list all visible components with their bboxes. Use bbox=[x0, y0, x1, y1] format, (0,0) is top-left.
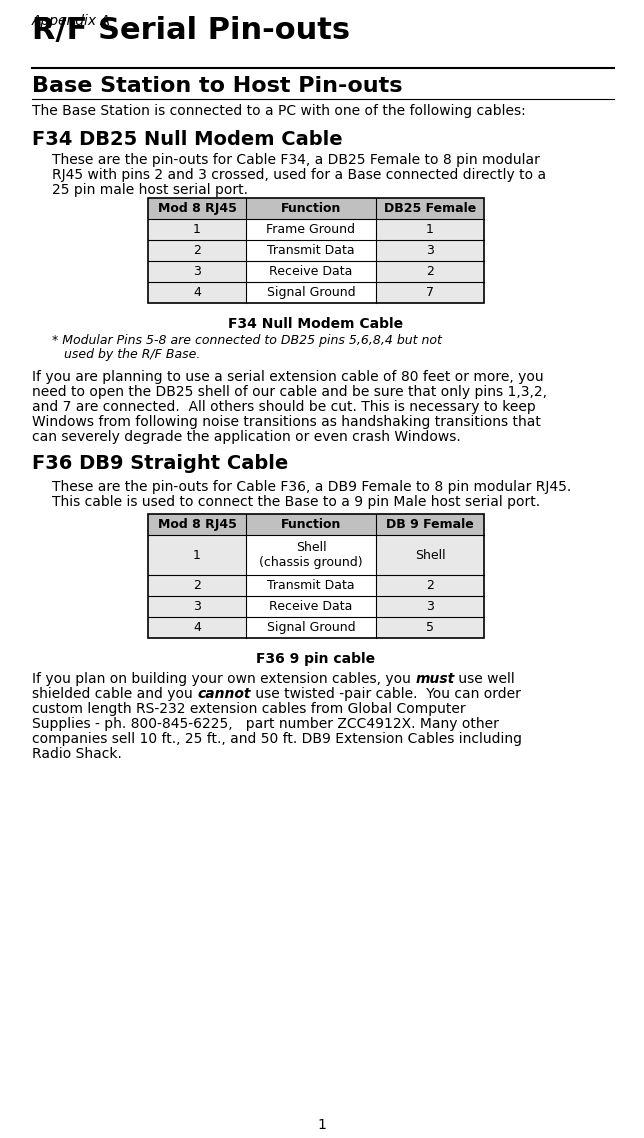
Bar bbox=[376, 535, 484, 575]
Text: need to open the DB25 shell of our cable and be sure that only pins 1,3,2,: need to open the DB25 shell of our cable… bbox=[32, 385, 547, 399]
Bar bbox=[148, 617, 246, 638]
Text: F34 Null Modem Cable: F34 Null Modem Cable bbox=[229, 318, 404, 331]
Text: If you plan on building your own extension cables, you: If you plan on building your own extensi… bbox=[32, 673, 415, 686]
Text: 4: 4 bbox=[193, 286, 201, 299]
Bar bbox=[246, 261, 376, 282]
Bar bbox=[148, 198, 484, 303]
Text: Transmit Data: Transmit Data bbox=[267, 244, 355, 257]
Text: 1: 1 bbox=[193, 223, 201, 236]
Bar bbox=[148, 218, 246, 240]
Bar bbox=[148, 282, 246, 303]
Text: shielded cable and you: shielded cable and you bbox=[32, 687, 197, 701]
Text: custom length RS-232 extension cables from Global Computer: custom length RS-232 extension cables fr… bbox=[32, 702, 466, 716]
Text: DB 9 Female: DB 9 Female bbox=[386, 518, 474, 531]
Text: Radio Shack.: Radio Shack. bbox=[32, 747, 122, 761]
Text: cannot: cannot bbox=[197, 687, 251, 701]
Bar bbox=[148, 575, 246, 596]
Text: and 7 are connected.  All others should be cut. This is necessary to keep: and 7 are connected. All others should b… bbox=[32, 399, 536, 414]
Text: F34 DB25 Null Modem Cable: F34 DB25 Null Modem Cable bbox=[32, 130, 343, 149]
Bar bbox=[376, 617, 484, 638]
Text: use twisted -pair cable.  You can order: use twisted -pair cable. You can order bbox=[251, 687, 520, 701]
Text: Windows from following noise transitions as handshaking transitions that: Windows from following noise transitions… bbox=[32, 415, 541, 429]
Text: 25 pin male host serial port.: 25 pin male host serial port. bbox=[52, 183, 248, 197]
Text: Function: Function bbox=[281, 518, 341, 531]
Bar bbox=[148, 240, 246, 261]
Bar bbox=[246, 575, 376, 596]
Text: 2: 2 bbox=[193, 244, 201, 257]
Bar bbox=[246, 617, 376, 638]
Text: Shell
(chassis ground): Shell (chassis ground) bbox=[259, 541, 363, 569]
Text: Base Station to Host Pin-outs: Base Station to Host Pin-outs bbox=[32, 76, 402, 96]
Text: Mod 8 RJ45: Mod 8 RJ45 bbox=[158, 518, 236, 531]
Bar bbox=[376, 282, 484, 303]
Text: 3: 3 bbox=[193, 600, 201, 613]
Bar bbox=[246, 240, 376, 261]
Bar bbox=[148, 198, 484, 218]
Text: * Modular Pins 5-8 are connected to DB25 pins 5,6,8,4 but not: * Modular Pins 5-8 are connected to DB25… bbox=[40, 333, 442, 347]
Text: These are the pin-outs for Cable F36, a DB9 Female to 8 pin modular RJ45.: These are the pin-outs for Cable F36, a … bbox=[52, 480, 571, 494]
Bar bbox=[148, 596, 246, 617]
Text: These are the pin-outs for Cable F34, a DB25 Female to 8 pin modular: These are the pin-outs for Cable F34, a … bbox=[52, 152, 540, 167]
Bar bbox=[376, 240, 484, 261]
Text: must: must bbox=[415, 673, 455, 686]
Text: 3: 3 bbox=[426, 244, 434, 257]
Text: Signal Ground: Signal Ground bbox=[267, 286, 355, 299]
Text: Supplies - ph. 800-845-6225,   part number ZCC4912X. Many other: Supplies - ph. 800-845-6225, part number… bbox=[32, 717, 499, 731]
Text: 1: 1 bbox=[317, 1118, 327, 1132]
Text: 3: 3 bbox=[193, 265, 201, 278]
Bar bbox=[148, 261, 246, 282]
Text: 1: 1 bbox=[426, 223, 434, 236]
Bar bbox=[246, 218, 376, 240]
Text: 2: 2 bbox=[426, 579, 434, 592]
Text: Signal Ground: Signal Ground bbox=[267, 621, 355, 634]
Bar bbox=[376, 261, 484, 282]
Bar bbox=[246, 596, 376, 617]
Bar bbox=[376, 596, 484, 617]
Text: companies sell 10 ft., 25 ft., and 50 ft. DB9 Extension Cables including: companies sell 10 ft., 25 ft., and 50 ft… bbox=[32, 732, 522, 747]
Text: Shell: Shell bbox=[415, 549, 445, 561]
Text: This cable is used to connect the Base to a 9 pin Male host serial port.: This cable is used to connect the Base t… bbox=[52, 495, 540, 509]
Bar bbox=[148, 514, 484, 535]
Bar bbox=[148, 535, 246, 575]
Text: F36 DB9 Straight Cable: F36 DB9 Straight Cable bbox=[32, 454, 289, 473]
Text: Appendix A: Appendix A bbox=[32, 14, 111, 28]
Text: used by the R/F Base.: used by the R/F Base. bbox=[40, 348, 200, 361]
Bar bbox=[246, 535, 376, 575]
Text: If you are planning to use a serial extension cable of 80 feet or more, you: If you are planning to use a serial exte… bbox=[32, 370, 544, 384]
Text: 4: 4 bbox=[193, 621, 201, 634]
Text: R/F Serial Pin-outs: R/F Serial Pin-outs bbox=[32, 16, 350, 46]
Bar bbox=[246, 282, 376, 303]
Text: RJ45 with pins 2 and 3 crossed, used for a Base connected directly to a: RJ45 with pins 2 and 3 crossed, used for… bbox=[52, 168, 546, 182]
Text: F36 9 pin cable: F36 9 pin cable bbox=[256, 652, 375, 666]
Text: Frame Ground: Frame Ground bbox=[267, 223, 355, 236]
Text: DB25 Female: DB25 Female bbox=[384, 203, 476, 215]
Text: 2: 2 bbox=[193, 579, 201, 592]
Text: Mod 8 RJ45: Mod 8 RJ45 bbox=[158, 203, 236, 215]
Text: 7: 7 bbox=[426, 286, 434, 299]
Text: 1: 1 bbox=[193, 549, 201, 561]
Text: 2: 2 bbox=[426, 265, 434, 278]
Text: can severely degrade the application or even crash Windows.: can severely degrade the application or … bbox=[32, 430, 460, 444]
Bar bbox=[376, 575, 484, 596]
Bar bbox=[376, 218, 484, 240]
Text: Receive Data: Receive Data bbox=[269, 600, 353, 613]
Text: The Base Station is connected to a PC with one of the following cables:: The Base Station is connected to a PC wi… bbox=[32, 104, 526, 118]
Bar bbox=[148, 514, 484, 638]
Text: 3: 3 bbox=[426, 600, 434, 613]
Text: 5: 5 bbox=[426, 621, 434, 634]
Text: use well: use well bbox=[455, 673, 515, 686]
Text: Function: Function bbox=[281, 203, 341, 215]
Text: Transmit Data: Transmit Data bbox=[267, 579, 355, 592]
Text: Receive Data: Receive Data bbox=[269, 265, 353, 278]
